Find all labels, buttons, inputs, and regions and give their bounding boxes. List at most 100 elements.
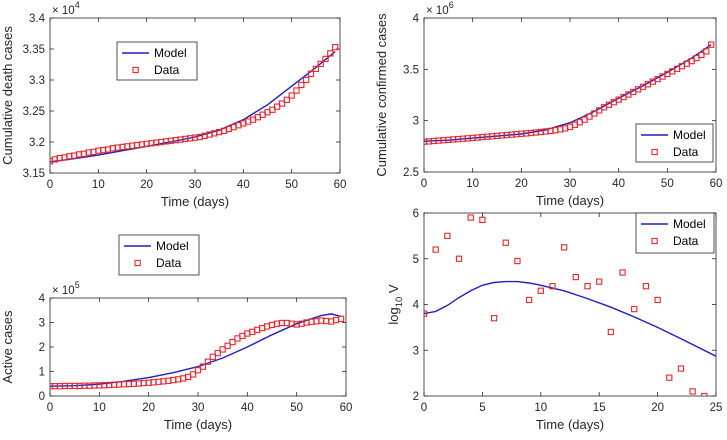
y-tick-label: 3.15 <box>23 168 45 180</box>
x-tick-label: 10 <box>534 402 547 414</box>
legend-label: Data <box>156 256 182 270</box>
data-point-marker <box>288 92 295 99</box>
plot-area <box>50 313 345 390</box>
data-point-marker <box>502 239 509 246</box>
data-point-marker <box>424 310 428 317</box>
x-axis-label: Time (days) <box>536 193 604 208</box>
data-point-marker <box>698 51 705 59</box>
x-axis-label: Time (days) <box>161 194 229 209</box>
y-tick-label: 3 <box>413 345 419 357</box>
legend-box <box>635 123 714 163</box>
data-point-marker <box>317 60 324 68</box>
series-line-model <box>424 280 716 357</box>
legend-label: Model <box>673 217 706 231</box>
x-tick-label: 20 <box>142 402 155 414</box>
legend-label: Data <box>154 63 180 77</box>
data-point-marker <box>642 283 650 290</box>
data-point-marker <box>298 81 305 89</box>
data-point-marker <box>467 214 474 221</box>
data-point-marker <box>572 273 579 281</box>
legend-box <box>116 41 198 81</box>
x-tick-label: 0 <box>421 178 427 190</box>
x-tick-label: 20 <box>651 402 664 414</box>
x-tick-label: 30 <box>192 402 205 414</box>
data-point-marker <box>703 48 710 55</box>
x-tick-label: 20 <box>515 178 528 190</box>
x-tick-label: 10 <box>93 402 106 414</box>
plot-area <box>424 41 715 145</box>
axes-box <box>49 297 347 397</box>
x-tick-label: 50 <box>661 178 674 190</box>
data-point-marker <box>666 374 673 381</box>
y-label-subscript: 10 <box>394 297 405 308</box>
x-tick-label: 0 <box>47 179 53 191</box>
data-point-marker <box>194 367 202 374</box>
y-tick-label: 3.3 <box>29 75 45 87</box>
y-tick-label: 1 <box>39 367 45 379</box>
data-point-marker <box>689 388 696 395</box>
legend-label: Model <box>156 239 189 253</box>
data-point-marker <box>278 100 286 107</box>
data-point-marker <box>596 278 603 285</box>
y-tick-label: 3.2 <box>29 137 45 149</box>
y-axis-label: Cumulative confirmed cases <box>374 13 389 177</box>
subplot-active: 0 10 20 30 40 50 60 0 1 2 3 4 × 105 Time (days) Active… <box>0 234 353 432</box>
data-point-marker <box>455 255 463 262</box>
y-tick-label: 3 <box>39 318 45 330</box>
data-point-marker <box>549 283 556 290</box>
data-point-marker <box>607 328 615 336</box>
x-axis-label: Time (days) <box>536 417 604 432</box>
axis-exponent: × 106 <box>426 0 454 17</box>
data-point-marker <box>701 392 708 396</box>
legend-label: Model <box>154 46 187 60</box>
y-axis-label: Cumulative death cases <box>0 26 15 165</box>
x-tick-label: 30 <box>564 178 577 190</box>
x-tick-label: 60 <box>340 402 353 414</box>
data-point-marker <box>707 41 715 48</box>
y-axis-label: log10 V <box>386 284 405 325</box>
exponent-power: 5 <box>75 280 80 290</box>
data-point-marker <box>490 315 498 322</box>
exponent-base: × 10 <box>52 285 75 297</box>
data-point-marker <box>312 65 319 72</box>
data-point-marker <box>204 358 212 365</box>
legend-swatch-marker <box>651 237 658 245</box>
data-point-marker <box>514 257 521 265</box>
data-point-marker <box>214 349 221 357</box>
legend-swatch-marker <box>134 259 141 267</box>
data-point-marker <box>619 269 626 276</box>
data-point-marker <box>224 342 231 349</box>
y-tick-label: 4 <box>39 293 46 305</box>
x-axis-label: Time (days) <box>164 417 232 432</box>
data-point-marker <box>327 50 334 57</box>
x-tick-label: 25 <box>710 402 723 414</box>
y-tick-label: 3.4 <box>29 13 46 25</box>
data-point-marker <box>479 216 486 224</box>
data-point-marker <box>631 305 638 313</box>
x-tick-label: 0 <box>47 402 53 414</box>
plot-area <box>424 214 716 396</box>
data-point-marker <box>677 365 685 372</box>
axis-exponent: × 104 <box>52 0 80 17</box>
x-tick-label: 30 <box>189 179 202 191</box>
x-tick-label: 15 <box>593 402 606 414</box>
exponent-power: 4 <box>75 0 80 10</box>
y-tick-label: 3.25 <box>23 106 45 118</box>
legend-box <box>118 234 200 276</box>
data-point-marker <box>537 287 544 294</box>
data-point-marker <box>219 346 226 353</box>
data-point-marker <box>189 371 197 378</box>
data-point-marker <box>444 232 451 240</box>
exponent-power: 6 <box>449 0 454 10</box>
data-point-marker <box>307 70 315 77</box>
data-point-marker <box>584 283 591 290</box>
legend: Model Data <box>116 41 198 81</box>
data-point-marker <box>229 338 236 346</box>
y-label-main: log <box>386 307 401 324</box>
legend-swatch-marker <box>651 148 658 156</box>
data-point-marker <box>199 363 207 370</box>
legend: Model Data <box>118 234 200 276</box>
x-tick-label: 60 <box>334 179 347 191</box>
